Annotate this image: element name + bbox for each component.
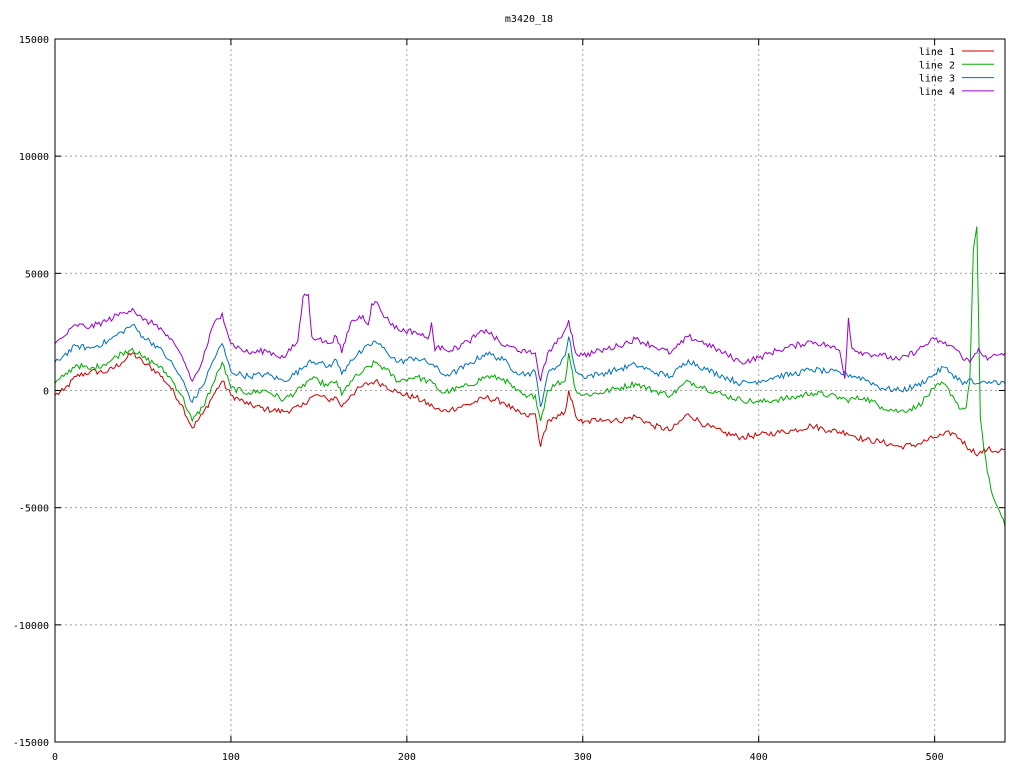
x-tick-label: 200 xyxy=(398,752,416,763)
x-tick-label: 100 xyxy=(222,752,240,763)
x-tick-label: 500 xyxy=(926,752,944,763)
y-tick-label: 15000 xyxy=(19,35,49,46)
grid-lines xyxy=(55,39,1005,742)
y-tick-label: 0 xyxy=(43,387,49,398)
x-tick-label: 400 xyxy=(750,752,768,763)
legend-label: line 1 xyxy=(919,47,955,58)
series-line-3 xyxy=(54,323,1006,408)
series-line-1 xyxy=(54,352,1006,457)
y-tick-label: -5000 xyxy=(19,504,49,515)
chart-title: m3420_18 xyxy=(505,14,553,25)
x-tick-label: 0 xyxy=(52,752,58,763)
legend-label: line 3 xyxy=(919,74,955,85)
y-tick-label: -10000 xyxy=(13,621,49,632)
y-tick-label: 5000 xyxy=(25,269,49,280)
axis-ticks xyxy=(54,38,1005,743)
series-line-4 xyxy=(54,293,1006,383)
y-tick-label: 10000 xyxy=(19,152,49,163)
x-tick-label: 300 xyxy=(574,752,592,763)
legend-label: line 2 xyxy=(919,60,955,71)
series-lines xyxy=(54,226,1006,527)
legend-label: line 4 xyxy=(919,87,955,98)
series-line-2 xyxy=(54,226,1006,527)
y-tick-label: -15000 xyxy=(13,738,49,749)
tick-labels: -15000 -10000 -5000 0 5000 10000 15000 0 100 200 3… xyxy=(13,35,944,763)
legend: line 1 line 2 line 3 line 4 xyxy=(919,47,994,98)
